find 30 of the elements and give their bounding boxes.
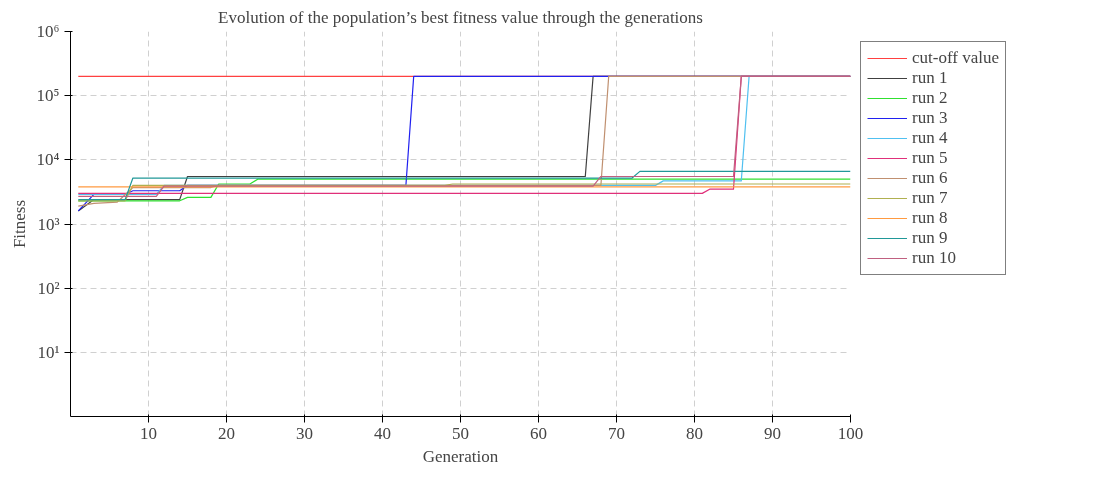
x-tick-label: 90 (764, 423, 781, 443)
y-tick-label: 10² (37, 278, 60, 298)
legend-label: cut-off value (912, 48, 1000, 68)
y-tick-label: 10⁴ (36, 150, 60, 170)
legend-label: run 3 (912, 108, 948, 128)
legend-label: run 8 (912, 208, 948, 228)
x-tick-label: 20 (218, 423, 235, 443)
y-tick-label: 10¹ (37, 342, 60, 362)
chart-title: Evolution of the population’s best fitness value through the generations (218, 7, 703, 27)
y-tick-label: 10³ (37, 214, 60, 234)
legend-label: run 1 (912, 68, 948, 88)
x-tick-label: 70 (608, 423, 625, 443)
y-tick-label: 10⁶ (36, 22, 60, 41)
x-tick-label: 10 (140, 423, 157, 443)
x-tick-label: 80 (686, 423, 703, 443)
x-tick-label: 30 (296, 423, 313, 443)
legend-label: run 9 (912, 228, 948, 248)
legend-label: run 4 (912, 128, 948, 148)
legend-label: run 2 (912, 88, 948, 108)
x-tick-label: 60 (530, 423, 547, 443)
legend-label: run 7 (912, 188, 948, 208)
legend-label: run 10 (912, 248, 956, 268)
y-tick-label: 10⁵ (36, 86, 60, 106)
y-axis-title: Fitness (9, 199, 29, 249)
x-tick-label: 50 (452, 423, 469, 443)
x-axis-title: Generation (422, 446, 499, 466)
legend-label: run 6 (912, 168, 948, 188)
x-tick-label: 40 (374, 423, 391, 443)
legend-label: run 5 (912, 148, 948, 168)
x-tick-label: 100 (837, 423, 864, 443)
